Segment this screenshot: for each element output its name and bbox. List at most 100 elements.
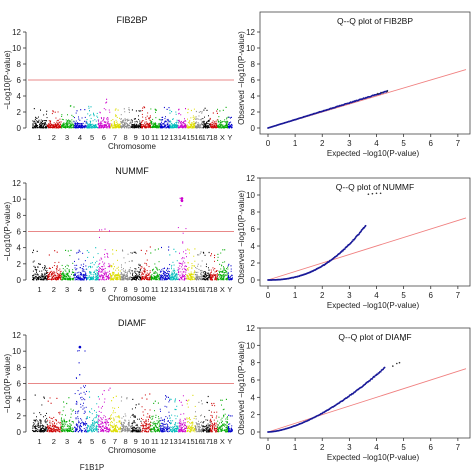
snp-point (65, 423, 67, 425)
snp-point (97, 414, 99, 416)
snp-point (217, 108, 218, 110)
snp-point (69, 423, 71, 425)
chromosome-15-points (186, 248, 196, 281)
snp-point (69, 255, 71, 257)
snp-point (192, 117, 194, 119)
snp-point (190, 109, 192, 112)
snp-point (78, 278, 80, 280)
snp-point (226, 123, 228, 125)
snp-point (56, 119, 58, 121)
snp-point (102, 119, 104, 121)
snp-point (158, 126, 160, 128)
snp-point (167, 278, 169, 280)
snp-point (74, 430, 76, 432)
snp-point (120, 277, 122, 279)
snp-point (40, 428, 42, 430)
snp-point (203, 123, 205, 125)
snp-point (180, 125, 182, 127)
snp-point (158, 416, 159, 418)
snp-point (75, 429, 77, 431)
snp-point (169, 275, 171, 277)
snp-point (155, 124, 157, 126)
snp-point (141, 275, 143, 277)
snp-point (113, 124, 115, 126)
snp-point (121, 428, 123, 430)
snp-point (68, 265, 69, 267)
snp-point (149, 423, 151, 425)
snp-point (109, 230, 110, 232)
snp-point (83, 275, 84, 277)
snp-point (204, 276, 206, 278)
snp-point (177, 277, 179, 279)
snp-point (62, 420, 64, 422)
x-tick-label: 16 (194, 133, 202, 142)
snp-point (77, 124, 78, 126)
snp-point (118, 125, 120, 127)
snp-point (137, 126, 138, 128)
snp-point (75, 418, 77, 420)
snp-point (192, 273, 194, 275)
snp-point (107, 119, 109, 121)
snp-point (184, 123, 186, 125)
snp-point (94, 271, 95, 273)
snp-point (143, 425, 145, 427)
snp-point (78, 126, 80, 128)
snp-point (168, 125, 170, 127)
snp-point (198, 111, 200, 113)
snp-point (117, 430, 119, 432)
snp-point (154, 123, 156, 125)
snp-point (44, 120, 46, 122)
snp-point (49, 124, 50, 126)
snp-point (203, 109, 205, 111)
snp-point (95, 277, 97, 279)
snp-point (80, 429, 82, 431)
snp-point (141, 277, 143, 279)
snp-point (68, 127, 70, 129)
snp-point (84, 116, 86, 118)
snp-point (226, 127, 228, 129)
snp-point (217, 125, 218, 127)
snp-point (101, 421, 103, 423)
snp-point (142, 427, 143, 429)
snp-point (95, 427, 97, 429)
snp-point (191, 265, 193, 267)
snp-point (155, 126, 157, 128)
snp-point (92, 422, 93, 424)
snp-point (202, 275, 204, 277)
snp-point (139, 269, 141, 271)
snp-point (93, 420, 95, 422)
snp-point (155, 109, 157, 111)
snp-point (152, 277, 154, 279)
snp-point (173, 275, 175, 277)
snp-point (114, 277, 116, 279)
y-tick-label: 2 (17, 108, 22, 117)
snp-point (37, 425, 39, 427)
snp-point (145, 263, 147, 265)
snp-point (123, 424, 124, 426)
snp-point (176, 123, 177, 125)
snp-point (79, 251, 81, 253)
snp-point (132, 126, 133, 128)
snp-point (120, 277, 122, 279)
snp-point (123, 275, 125, 277)
snp-point (35, 428, 37, 430)
snp-point (123, 121, 125, 123)
snp-point (129, 122, 131, 124)
snp-point (174, 124, 176, 126)
snp-point (154, 276, 155, 278)
snp-point (76, 423, 78, 425)
snp-point (65, 428, 67, 430)
snp-point (80, 430, 82, 432)
snp-point (34, 421, 36, 423)
snp-point (204, 126, 206, 128)
snp-point (160, 124, 162, 126)
snp-point (183, 267, 185, 269)
snp-point (119, 417, 121, 419)
snp-point (198, 268, 200, 270)
snp-point (112, 427, 113, 429)
snp-point (178, 262, 180, 264)
snp-point (182, 262, 184, 264)
snp-point (41, 124, 43, 126)
snp-point (92, 278, 94, 280)
